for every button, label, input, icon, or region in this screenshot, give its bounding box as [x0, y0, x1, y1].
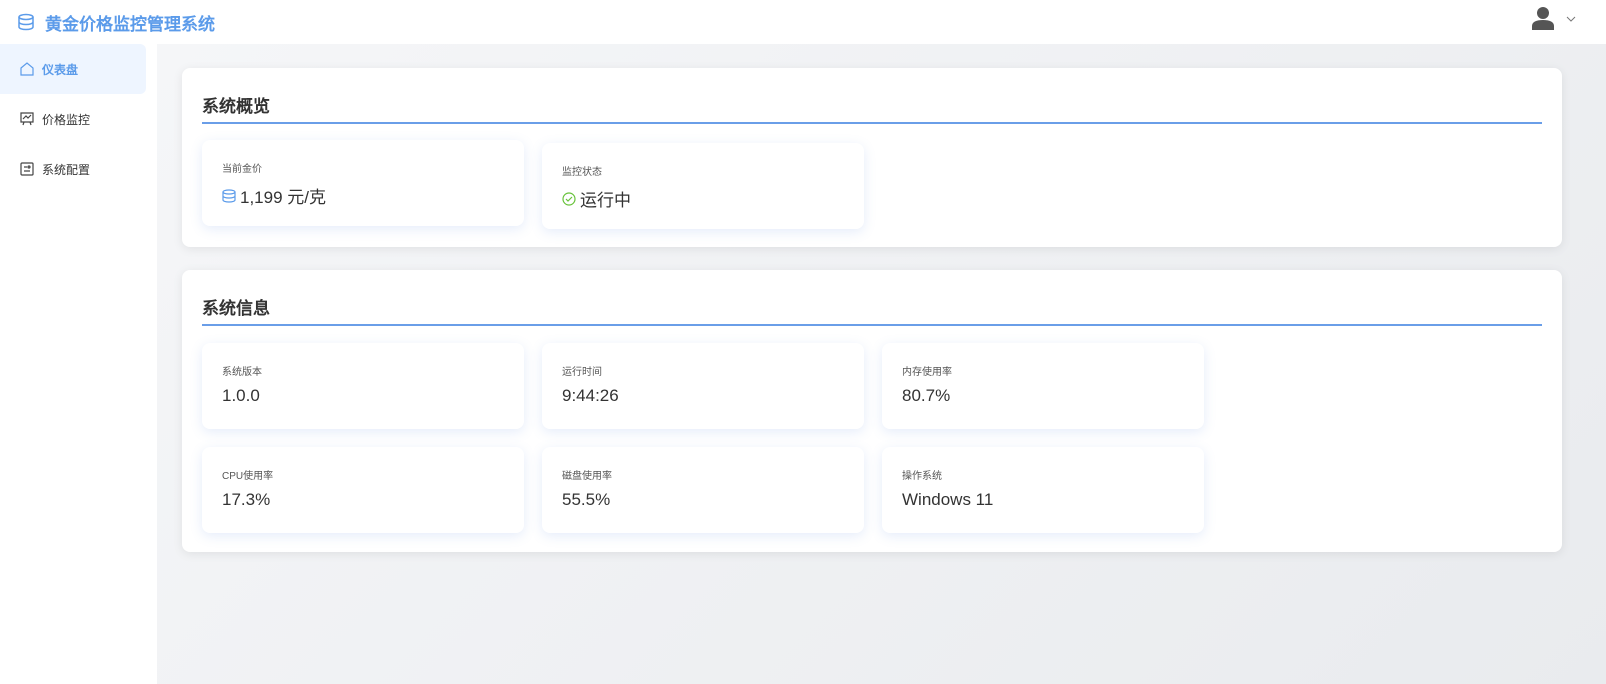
stat-value: 1.0.0	[222, 386, 260, 405]
overview-card: 系统概览 当前金价 1,199 元/克 监控状态 运行中	[182, 68, 1562, 247]
stat-label: 磁盘使用率	[562, 471, 612, 482]
section-title: 系统概览	[202, 68, 1542, 124]
stat-label: CPU使用率	[222, 471, 274, 482]
sidebar-item-price-monitor[interactable]: 价格监控	[0, 94, 146, 144]
stat-label: 内存使用率	[902, 367, 952, 378]
stat-version: 系统版本 1.0.0	[202, 343, 524, 429]
stat-value: 17.3%	[222, 490, 271, 509]
stat-value: 80.7%	[902, 386, 951, 405]
main-content: 系统概览 当前金价 1,199 元/克 监控状态 运行中 系统信息 系统版本 1.…	[157, 44, 1606, 684]
coins-icon	[222, 188, 236, 203]
system-info-card: 系统信息 系统版本 1.0.0 运行时间 9:44:26 内存使用率 80.7% CP…	[182, 270, 1562, 552]
sidebar-item-label: 系统配置	[42, 162, 91, 177]
header: 黄金价格监控管理系统	[0, 0, 1606, 44]
section-title: 系统信息	[202, 270, 1542, 326]
stat-value: 55.5%	[562, 490, 611, 509]
stat-current-price: 当前金价 1,199 元/克	[202, 140, 524, 226]
sidebar-item-dashboard[interactable]: 仪表盘	[0, 44, 146, 94]
user-icon	[1532, 7, 1554, 30]
check-circle-icon	[562, 191, 576, 206]
stat-value: 运行中	[580, 191, 631, 210]
stat-label: 操作系统	[902, 471, 942, 482]
stat-label: 当前金价	[222, 164, 262, 175]
stat-value: Windows 11	[902, 490, 994, 509]
home-icon	[20, 62, 34, 76]
chart-board-icon	[20, 112, 34, 126]
sidebar: 仪表盘 价格监控 系统配置	[0, 44, 157, 684]
user-menu[interactable]	[1532, 6, 1576, 30]
sidebar-item-system-config[interactable]: 系统配置	[0, 144, 146, 194]
settings-panel-icon	[20, 162, 34, 176]
stat-disk: 磁盘使用率 55.5%	[542, 447, 864, 533]
stat-value: 1,199 元/克	[240, 188, 326, 207]
sidebar-item-label: 仪表盘	[42, 62, 79, 77]
chevron-down-icon	[1566, 16, 1576, 22]
stat-cpu: CPU使用率 17.3%	[202, 447, 524, 533]
logo[interactable]: 黄金价格监控管理系统	[17, 10, 215, 35]
stat-label: 运行时间	[562, 367, 602, 378]
sidebar-item-label: 价格监控	[42, 112, 91, 127]
stat-os: 操作系统 Windows 11	[882, 447, 1204, 533]
stat-label: 系统版本	[222, 367, 262, 378]
app-title: 黄金价格监控管理系统	[45, 14, 215, 34]
stat-uptime: 运行时间 9:44:26	[542, 343, 864, 429]
stat-monitor-status: 监控状态 运行中	[542, 143, 864, 229]
stat-memory: 内存使用率 80.7%	[882, 343, 1204, 429]
stat-value: 9:44:26	[562, 386, 619, 405]
stat-label: 监控状态	[562, 167, 602, 178]
database-icon	[18, 13, 34, 31]
